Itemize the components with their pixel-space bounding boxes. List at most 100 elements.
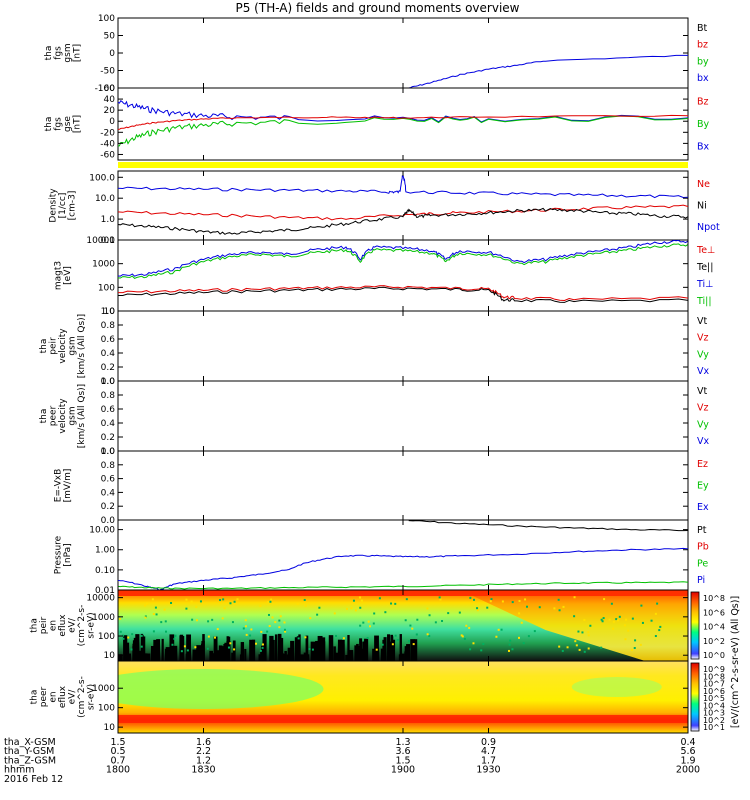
peir-en-eflux-ylabel-line: (cm^2-s- <box>77 605 87 647</box>
xaxis-row-label: hhmm <box>4 765 35 776</box>
peir-en-eflux-flux-speck <box>195 619 198 622</box>
peir-en-eflux-flux-speck <box>372 622 375 625</box>
peer-en-eflux-ylabel-line: eflux <box>58 685 68 708</box>
peer-en-eflux-colorbar-tick: 10^8 <box>703 672 725 681</box>
xaxis-row-value: 1930 <box>476 765 500 776</box>
peir-en-eflux-colorbar-tick: 10^0 <box>703 651 725 660</box>
peer-en-eflux-colorbar-tick: 10^1 <box>703 723 725 732</box>
peir-en-eflux-flux-void <box>240 642 245 661</box>
fgs-gse-ytick-label: -40 <box>100 139 115 149</box>
peir-en-eflux-flux-speck <box>144 604 147 607</box>
fgs-gsm-frame <box>117 17 689 89</box>
fgs-gse-ylabel-line: fgs <box>53 117 63 131</box>
peir-en-eflux-flux-void <box>231 652 235 661</box>
peir-en-eflux-flux-void <box>283 653 287 661</box>
fgs-gse-ylabel: tha fgs gse [nT] <box>44 115 83 133</box>
peir-en-eflux-flux-speck <box>581 631 584 634</box>
peer-en-eflux-ytick-label: 1000 <box>92 684 115 694</box>
peir-en-eflux-flux-speck <box>303 598 306 601</box>
peir-en-eflux-flux-speck <box>180 650 183 653</box>
peir-en-eflux-flux-void <box>232 640 236 661</box>
peir-en-eflux-flux-speck <box>624 638 627 641</box>
peir-en-eflux-flux-speck <box>122 637 125 640</box>
peir-en-eflux-flux-speck <box>615 618 618 621</box>
peir-en-eflux-flux-speck <box>199 600 202 603</box>
peir-en-eflux-flux-speck <box>216 628 219 631</box>
xaxis-row-value: 1.6 <box>196 737 211 748</box>
peir-en-eflux-flux-speck <box>255 642 258 645</box>
peer-en-eflux-ylabel-line: sr-eV) <box>87 684 97 710</box>
peir-en-eflux-flux-speck <box>165 630 168 633</box>
peir-en-eflux-flux-speck <box>463 637 466 640</box>
peir-en-eflux-flux-speck <box>268 624 271 627</box>
peir-en-eflux-flux-speck <box>495 635 498 638</box>
peir-en-eflux-flux-speck <box>378 597 381 600</box>
peir-en-eflux-flux-speck <box>602 617 605 620</box>
peir-en-eflux-flux-void <box>150 646 155 661</box>
peir-en-eflux-flux-void <box>260 650 263 661</box>
peir-en-eflux-flux-speck <box>278 626 281 629</box>
peir-en-eflux-flux-speck <box>601 620 604 623</box>
xaxis-row-value: 3.6 <box>395 746 410 757</box>
fgs-gse-series-Bz <box>117 114 689 130</box>
efield-legend-0: Ez <box>697 459 708 470</box>
peir-en-eflux-flux-speck <box>174 635 177 638</box>
fgs-gsm-ytick-label: -100 <box>95 84 116 94</box>
peir-en-eflux-flux-speck <box>185 607 188 610</box>
peir-en-eflux-flux-void <box>209 650 214 661</box>
peir-en-eflux-flux-speck <box>335 634 338 637</box>
density-ytick-label: 10.0 <box>95 194 115 204</box>
peir-en-eflux-flux-void <box>279 653 284 661</box>
peir-en-eflux-ylabel: tha peir en eflux eV/(cm^2-s-sr-eV) <box>30 605 97 647</box>
peir-en-eflux-flux-speck <box>359 606 362 609</box>
peer-velocity-legend-0: Vt <box>697 386 707 397</box>
peir-en-eflux-flux-void <box>277 633 282 661</box>
fgs-gsm-legend-3: bx <box>697 73 709 84</box>
peir-en-eflux-flux-speck <box>151 598 154 601</box>
peir-en-eflux-flux-speck <box>489 600 492 603</box>
peir-en-eflux-flux-void <box>118 654 123 661</box>
peir-en-eflux-ylabel-line: eV/ <box>68 617 78 633</box>
peir-en-eflux-flux-speck <box>362 621 365 624</box>
pressure-ylabel: Pressure [nPa] <box>53 535 73 574</box>
peir-en-eflux-flux-speck <box>500 628 503 631</box>
density-ylabel: Density [1/cc] [cm-3] <box>49 188 78 223</box>
peir-en-eflux-flux-speck <box>231 621 234 624</box>
peir-en-eflux-flux-speck <box>154 606 157 609</box>
peir-en-eflux-flux-speck <box>396 639 399 642</box>
peir-en-eflux-flux-void <box>328 635 334 661</box>
peir-en-eflux-flux-speck <box>345 607 348 610</box>
peer-en-eflux-ylabel: tha peer en eflux eV/(cm^2-s-sr-eV) <box>30 676 97 718</box>
peir-en-eflux-flux-speck <box>266 630 269 633</box>
temperature-ytick-label: 10000 <box>86 236 115 246</box>
peir-en-eflux-flux-speck <box>250 628 253 631</box>
xaxis-row-value: 1830 <box>191 765 215 776</box>
peir-en-eflux-flux-speck <box>480 649 483 652</box>
temperature-legend-3: Ti|| <box>696 296 712 307</box>
fgs-gse-series-Bx <box>117 99 689 123</box>
peir-en-eflux-flux-speck <box>575 644 578 647</box>
xaxis-row-value: 2000 <box>676 765 700 776</box>
peer-en-eflux-spectrogram <box>118 661 688 733</box>
peir-en-eflux-flux-speck <box>164 620 167 623</box>
peer-en-eflux-ytick-label: 100 <box>98 704 115 714</box>
efield-ytick-label: 0.6 <box>101 475 116 485</box>
temperature-ylabel: magt3 [eV] <box>53 261 73 290</box>
efield-ytick-label: 0.4 <box>101 488 116 498</box>
peir-en-eflux-flux-speck <box>587 634 590 637</box>
peir-en-eflux-flux-void <box>197 645 202 661</box>
peir-en-eflux-flux-speck <box>367 620 370 623</box>
peir-en-eflux-flux-void <box>161 638 164 661</box>
peir-en-eflux-flux-speck <box>517 636 520 639</box>
peir-en-eflux-flux-speck <box>656 602 659 605</box>
peir-en-eflux-flux-speck <box>219 599 222 602</box>
peir-velocity-legend-2: Vy <box>697 349 709 360</box>
peer-en-eflux-ylabel-line: (cm^2-s- <box>77 676 87 718</box>
temperature-series-Te|| <box>118 286 689 303</box>
pressure-ylabel-line: [nPa] <box>63 543 73 566</box>
efield-ytick-label: 0.8 <box>101 461 116 471</box>
peir-en-eflux-flux-speck <box>261 643 264 646</box>
peir-en-eflux-flux-speck <box>501 600 504 603</box>
efield-ylabel-line: [mV/m] <box>63 469 73 503</box>
peir-en-eflux-flux-speck <box>359 596 362 599</box>
